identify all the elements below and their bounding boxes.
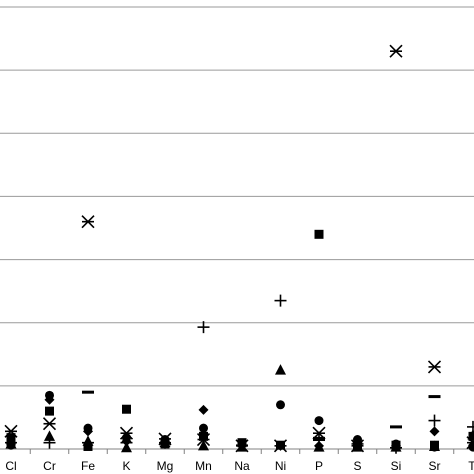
point-star-k — [119, 426, 134, 440]
point-plus-ti — [467, 420, 474, 433]
x-tick-label-ni: Ni — [275, 459, 286, 473]
point-star-sr — [427, 360, 442, 374]
point-square-k — [122, 404, 131, 414]
point-plus-p — [313, 431, 325, 444]
point-circle-ni — [276, 400, 285, 410]
x-tick-label-fe: Fe — [81, 459, 95, 473]
data-points — [4, 44, 474, 454]
point-star-fe — [81, 215, 95, 229]
point-diamond-fe — [83, 426, 93, 437]
point-plus-s — [351, 437, 364, 450]
point-star-si — [389, 44, 403, 58]
point-star-mn — [196, 432, 211, 447]
x-tick-label-cr: Cr — [43, 459, 56, 473]
point-plus-sr — [428, 414, 441, 427]
point-triangle-ni — [275, 364, 286, 375]
point-circle-p — [314, 416, 324, 426]
point-star-ti — [466, 436, 474, 450]
point-square-mn — [199, 431, 208, 441]
point-plus-cr — [43, 436, 56, 449]
x-tick-label-ti: Ti — [468, 459, 474, 473]
point-plus-fe — [82, 436, 94, 449]
point-plus-cl — [5, 436, 17, 449]
x-tick-label-sr: Sr — [429, 459, 441, 473]
x-tick-label-mg: Mg — [157, 459, 174, 473]
point-plus-k — [120, 436, 133, 449]
point-plus-mn — [197, 321, 210, 334]
point-triangle-p — [313, 441, 325, 452]
point-triangle-cr — [44, 430, 55, 441]
x-tick-label-k: K — [122, 459, 130, 473]
point-star-ni — [273, 439, 288, 453]
point-plus-ni — [274, 294, 287, 307]
gridlines — [0, 6, 474, 387]
point-star-cr — [42, 417, 57, 431]
point-square-p — [314, 229, 324, 239]
x-tick-label-p: P — [315, 459, 323, 473]
point-diamond-sr — [429, 426, 440, 437]
point-diamond-cr — [44, 394, 55, 405]
point-triangle-sr — [429, 440, 440, 451]
x-tick-label-na: Na — [234, 459, 250, 473]
point-star-cl — [4, 424, 18, 438]
point-plus-mg — [159, 436, 171, 449]
point-plus-si — [390, 441, 402, 454]
x-tick-label-cl: Cl — [5, 459, 16, 473]
x-tick-label-s: S — [353, 459, 361, 473]
point-triangle-mn — [198, 439, 209, 451]
x-tick-label-si: Si — [391, 459, 402, 473]
point-circle-mn — [199, 423, 208, 433]
x-tick-labels: Cl Cr Fe K Mg Mn Na Ni P S Si Sr Ti — [5, 449, 474, 473]
point-plus-na — [236, 439, 248, 452]
point-diamond-mn — [198, 404, 209, 415]
x-tick-label-mn: Mn — [195, 459, 212, 473]
point-square-cr — [45, 406, 54, 416]
